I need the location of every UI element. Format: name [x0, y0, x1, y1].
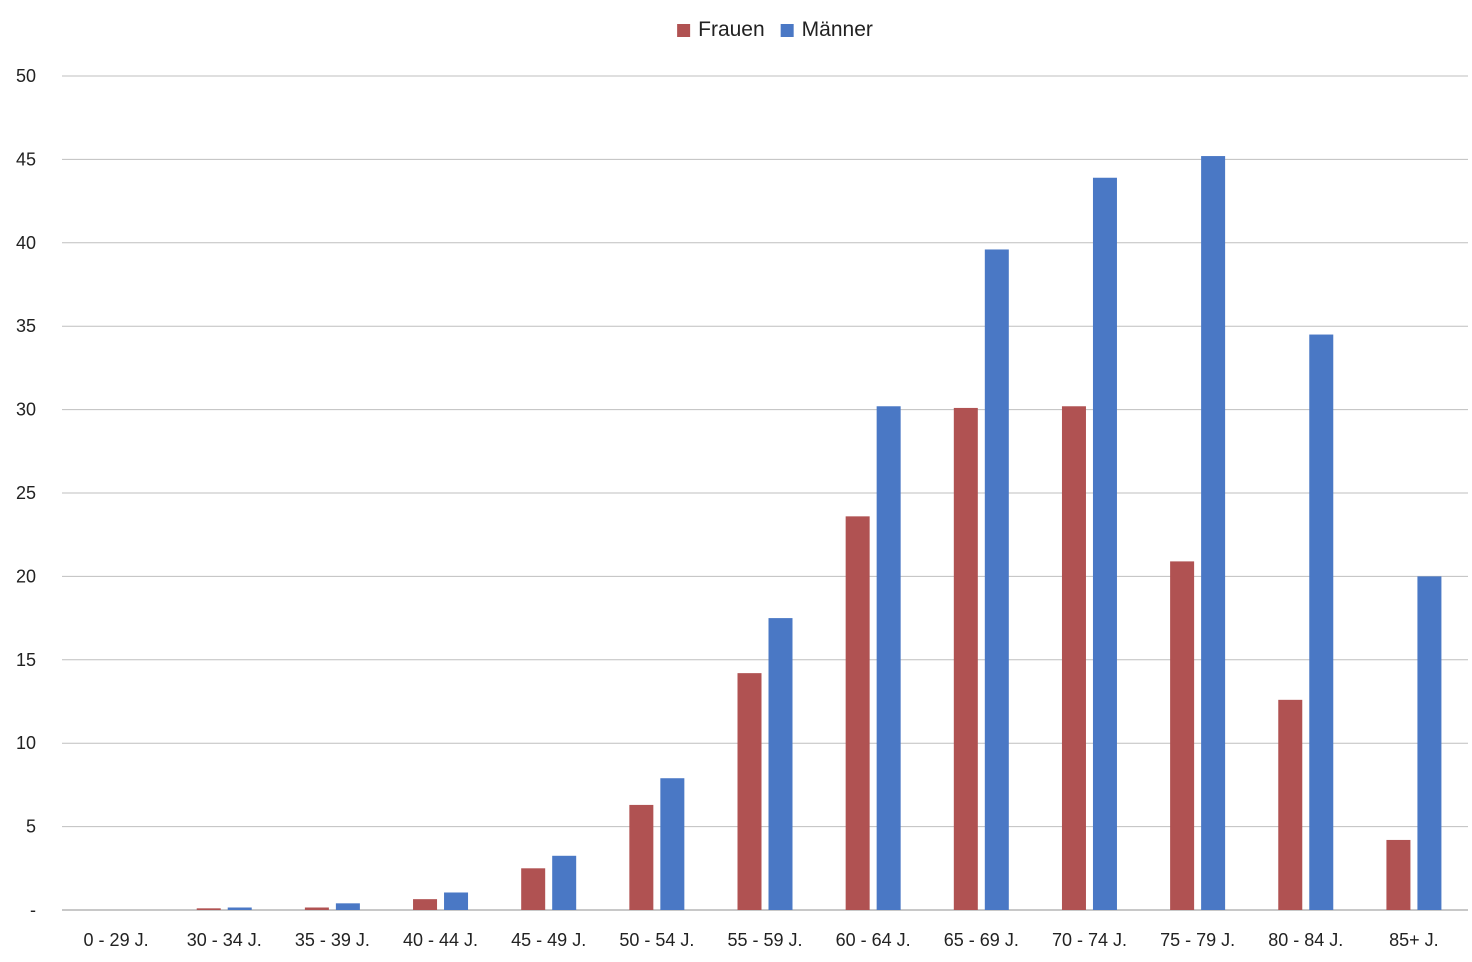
bar-frauen-8 [953, 407, 978, 910]
bar-männer-12 [1417, 576, 1442, 910]
legend: Frauen Männer [677, 18, 873, 41]
x-tick-label: 45 - 49 J. [511, 930, 586, 950]
x-tick-label: 70 - 74 J. [1052, 930, 1127, 950]
bar-frauen-2 [304, 907, 329, 910]
x-tick-label: 80 - 84 J. [1268, 930, 1343, 950]
bar-frauen-6 [737, 673, 762, 910]
bar-frauen-9 [1061, 406, 1086, 910]
y-tick-label: 40 [16, 233, 36, 253]
bar-männer-5 [660, 778, 685, 910]
legend-item-frauen: Frauen [677, 18, 765, 41]
x-tick-label: 55 - 59 J. [727, 930, 802, 950]
y-tick-label: 15 [16, 650, 36, 670]
bar-frauen-10 [1170, 561, 1195, 910]
x-axis-tick-labels: 0 - 29 J. 30 - 34 J. 35 - 39 J. 40 - 44 J. 4… [84, 930, 1439, 950]
bar-frauen-11 [1278, 699, 1303, 910]
bar-männer-8 [984, 249, 1009, 911]
x-tick-label: 65 - 69 J. [944, 930, 1019, 950]
y-tick-label: 45 [16, 149, 36, 169]
y-tick-label: 50 [16, 66, 36, 86]
bar-frauen-5 [629, 804, 654, 910]
bar-männer-10 [1201, 156, 1226, 911]
y-tick-label: 10 [16, 733, 36, 753]
x-tick-label: 60 - 64 J. [836, 930, 911, 950]
bar-männer-11 [1309, 334, 1334, 910]
legend-item-männer: Männer [780, 18, 873, 41]
bars [196, 156, 1442, 911]
x-tick-label: 85+ J. [1389, 930, 1439, 950]
bar-männer-3 [444, 892, 469, 910]
bar-frauen-7 [845, 516, 870, 910]
legend-swatch [780, 24, 794, 37]
bar-männer-4 [552, 855, 577, 910]
bar-frauen-3 [413, 899, 438, 910]
bar-frauen-12 [1386, 839, 1411, 910]
legend-swatch [677, 24, 691, 37]
bar-männer-7 [876, 406, 901, 910]
x-tick-label: 50 - 54 J. [619, 930, 694, 950]
y-tick-label: 5 [26, 817, 36, 837]
bar-männer-6 [768, 618, 793, 910]
x-tick-label: 35 - 39 J. [295, 930, 370, 950]
legend-label: Männer [802, 18, 873, 41]
x-tick-label: 75 - 79 J. [1160, 930, 1235, 950]
y-tick-label: 30 [16, 400, 36, 420]
bar-männer-2 [335, 903, 360, 910]
y-axis-tick-labels: - 5 10 15 20 25 30 35 40 45 50 [16, 66, 36, 920]
y-tick-label: 25 [16, 483, 36, 503]
x-tick-label: 0 - 29 J. [84, 930, 149, 950]
legend-label: Frauen [698, 18, 765, 41]
bar-männer-9 [1092, 177, 1117, 911]
y-tick-label: 20 [16, 566, 36, 586]
x-tick-label: 30 - 34 J. [187, 930, 262, 950]
y-tick-label: 35 [16, 316, 36, 336]
bar-frauen-4 [521, 868, 546, 910]
bar-männer-1 [227, 907, 252, 910]
y-tick-label: - [30, 900, 36, 920]
x-tick-label: 40 - 44 J. [403, 930, 478, 950]
gridlines [62, 75, 1468, 911]
bar-frauen-1 [196, 908, 221, 910]
